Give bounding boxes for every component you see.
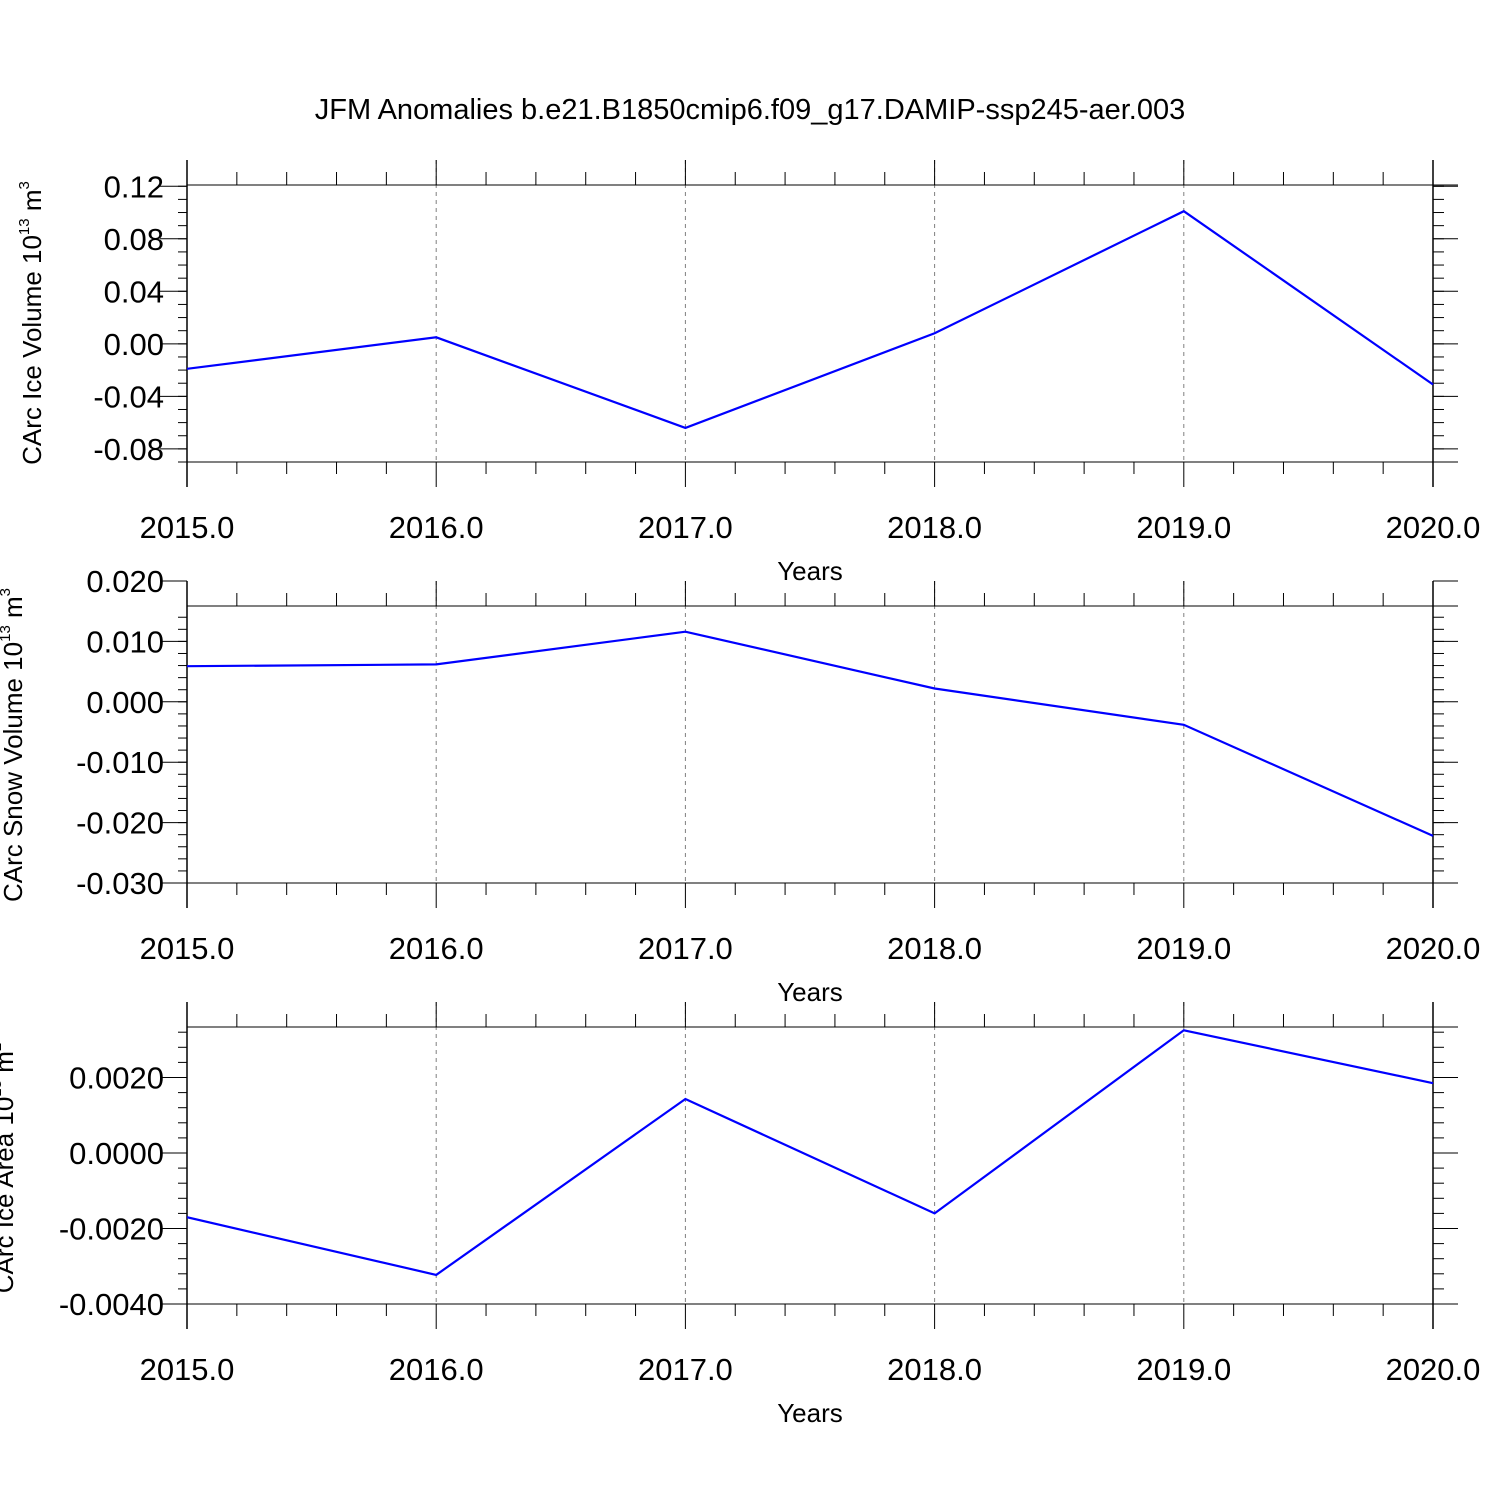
- y-axis-label: CArc Ice Volume 1013 m3: [16, 181, 47, 465]
- x-tick-label: 2020.0: [1386, 931, 1481, 966]
- y-tick-label: -0.04: [93, 379, 164, 414]
- y-tick-label: 0.12: [104, 169, 164, 204]
- y-tick-label: 0.08: [104, 222, 164, 257]
- y-tick-label: -0.0020: [59, 1212, 164, 1247]
- x-tick-label: 2019.0: [1136, 1352, 1231, 1387]
- y-tick-label: -0.020: [76, 806, 164, 841]
- x-tick-label: 2016.0: [389, 1352, 484, 1387]
- y-tick-label: -0.030: [76, 866, 164, 901]
- series-line: [187, 1029, 1434, 1277]
- y-tick-label: 0.04: [104, 274, 164, 309]
- x-tick-label: 2015.0: [140, 1352, 235, 1387]
- x-tick-label: 2017.0: [638, 510, 733, 545]
- x-tick-label: 2019.0: [1136, 931, 1231, 966]
- x-tick-label: 2017.0: [638, 931, 733, 966]
- x-tick-label: 2018.0: [887, 1352, 982, 1387]
- y-tick-label: -0.08: [93, 432, 164, 467]
- chart-panel-3: 0.0020 0.0000 -0.0020 -0.0040 2015.0 2016.0 20…: [0, 1002, 1480, 1428]
- x-axis-label: Years: [777, 556, 843, 586]
- x-tick-label: 2015.0: [140, 931, 235, 966]
- x-tick-label: 2018.0: [887, 510, 982, 545]
- chart-panel-1: 0.12 0.08 0.04 0.00 -0.04 -0.08 2015.0 2016.0 20…: [16, 160, 1480, 586]
- chart-panel-2: 0.020 0.010 0.000 -0.010 -0.020 -0.030 2015.0 2…: [0, 564, 1480, 1007]
- page-title: JFM Anomalies b.e21.B1850cmip6.f09_g17.D…: [314, 94, 1186, 126]
- y-tick-label: -0.0040: [59, 1287, 164, 1322]
- y-tick-label: 0.020: [86, 564, 164, 599]
- x-tick-label: 2019.0: [1136, 510, 1231, 545]
- y-tick-label: 0.00: [104, 327, 164, 362]
- series-line: [187, 630, 1434, 837]
- y-tick-label: -0.010: [76, 745, 164, 780]
- y-axis-label: CArc Ice Area 1013 m2: [0, 1043, 19, 1293]
- y-tick-label: 0.0000: [69, 1136, 164, 1171]
- y-axis-label: CArc Snow Volume 1013 m3: [0, 588, 28, 902]
- y-tick-label: 0.010: [86, 624, 164, 659]
- y-tick-label: 0.000: [86, 685, 164, 720]
- x-tick-label: 2018.0: [887, 931, 982, 966]
- x-tick-label: 2016.0: [389, 510, 484, 545]
- x-tick-label: 2017.0: [638, 1352, 733, 1387]
- x-axis-label: Years: [777, 1398, 843, 1428]
- x-tick-label: 2020.0: [1386, 510, 1481, 545]
- series-line: [187, 209, 1434, 430]
- x-tick-label: 2015.0: [140, 510, 235, 545]
- x-tick-label: 2016.0: [389, 931, 484, 966]
- x-tick-label: 2020.0: [1386, 1352, 1481, 1387]
- x-axis-label: Years: [777, 977, 843, 1007]
- y-tick-label: 0.0020: [69, 1061, 164, 1096]
